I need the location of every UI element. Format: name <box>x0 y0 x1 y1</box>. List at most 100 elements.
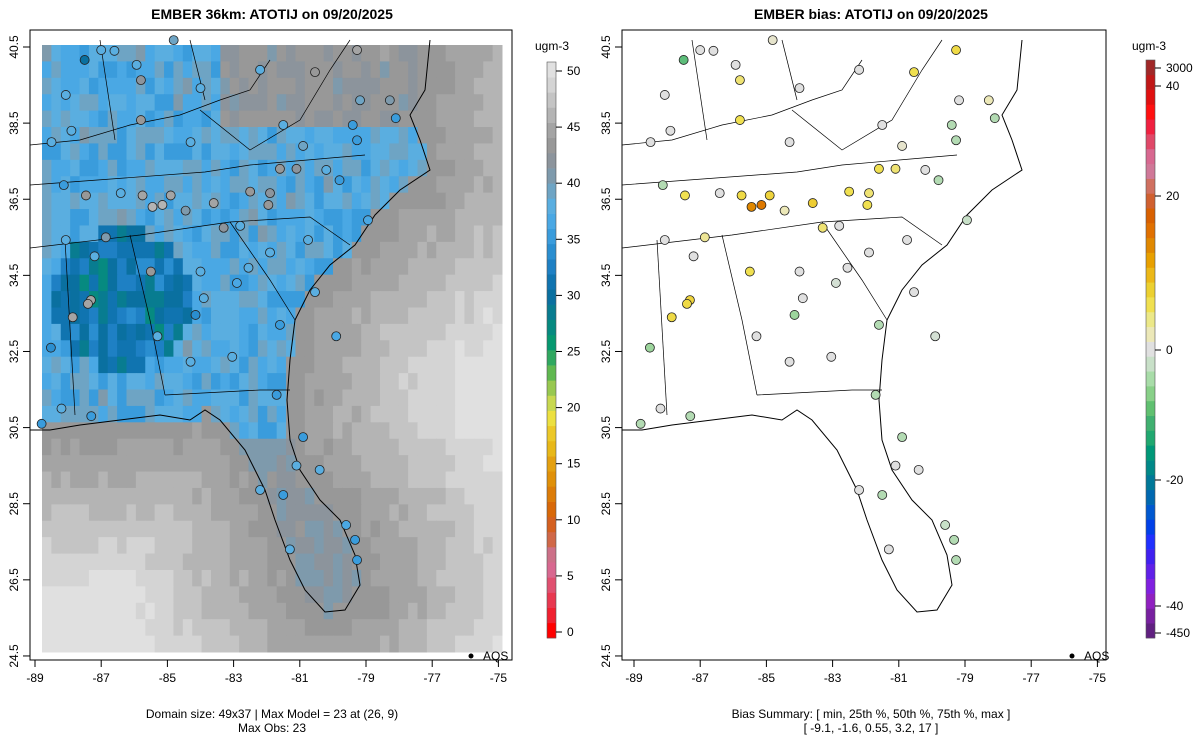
obs-station-marker[interactable] <box>255 64 265 75</box>
obs-station-marker[interactable] <box>86 411 97 422</box>
bias-station-marker[interactable] <box>682 299 692 309</box>
bias-station-marker[interactable] <box>831 278 841 288</box>
obs-station-marker[interactable] <box>275 163 285 174</box>
bias-station-marker[interactable] <box>844 186 855 197</box>
bias-station-marker[interactable] <box>764 190 775 201</box>
bias-station-marker[interactable] <box>826 351 837 362</box>
obs-station-marker[interactable] <box>198 293 209 304</box>
bias-station-marker[interactable] <box>951 555 961 565</box>
obs-station-marker[interactable] <box>275 319 285 330</box>
bias-station-marker[interactable] <box>890 163 901 174</box>
obs-station-marker[interactable] <box>263 200 274 210</box>
bias-station-marker[interactable] <box>645 137 656 148</box>
obs-station-marker[interactable] <box>100 232 111 243</box>
bias-station-marker[interactable] <box>854 64 864 75</box>
obs-station-marker[interactable] <box>255 485 265 495</box>
bias-station-marker[interactable] <box>678 55 689 65</box>
bias-station-marker[interactable] <box>834 220 845 231</box>
obs-station-marker[interactable] <box>363 215 373 226</box>
obs-station-marker[interactable] <box>180 205 191 216</box>
bias-station-marker[interactable] <box>940 520 951 530</box>
bias-station-marker[interactable] <box>946 120 957 130</box>
obs-station-marker[interactable] <box>168 35 179 46</box>
bias-station-marker[interactable] <box>954 95 964 106</box>
obs-station-marker[interactable] <box>67 312 78 323</box>
obs-station-marker[interactable] <box>310 67 320 78</box>
bias-station-marker[interactable] <box>657 180 668 191</box>
bias-station-marker[interactable] <box>685 411 696 422</box>
obs-station-marker[interactable] <box>235 220 246 231</box>
obs-station-marker[interactable] <box>298 432 309 443</box>
obs-station-marker[interactable] <box>96 45 107 55</box>
bias-station-marker[interactable] <box>699 232 710 243</box>
bias-station-marker[interactable] <box>666 312 677 323</box>
obs-station-marker[interactable] <box>341 520 352 530</box>
bias-station-marker[interactable] <box>874 163 884 174</box>
bias-station-marker[interactable] <box>890 460 901 471</box>
obs-station-marker[interactable] <box>355 95 365 106</box>
obs-station-marker[interactable] <box>36 418 47 429</box>
bias-station-marker[interactable] <box>659 90 670 100</box>
bias-station-marker[interactable] <box>794 83 805 94</box>
obs-station-marker[interactable] <box>352 135 362 146</box>
bias-station-marker[interactable] <box>877 120 888 130</box>
bias-station-marker[interactable] <box>807 198 818 208</box>
bias-station-marker[interactable] <box>659 235 670 245</box>
obs-station-marker[interactable] <box>331 331 342 342</box>
bias-station-marker[interactable] <box>680 190 690 201</box>
bias-station-marker[interactable] <box>874 319 884 330</box>
bias-station-marker[interactable] <box>744 266 755 277</box>
bias-station-marker[interactable] <box>951 135 961 146</box>
bias-station-marker[interactable] <box>897 141 908 151</box>
bias-station-marker[interactable] <box>665 125 676 136</box>
obs-station-marker[interactable] <box>350 534 360 545</box>
obs-station-marker[interactable] <box>208 198 219 208</box>
obs-station-marker[interactable] <box>243 262 254 273</box>
obs-station-marker[interactable] <box>89 251 100 262</box>
bias-station-marker[interactable] <box>708 45 719 56</box>
bias-station-marker[interactable] <box>854 485 864 495</box>
obs-station-marker[interactable] <box>352 555 362 565</box>
obs-station-marker[interactable] <box>145 266 156 277</box>
bias-station-marker[interactable] <box>746 201 757 212</box>
obs-station-marker[interactable] <box>303 235 313 245</box>
bias-station-marker[interactable] <box>767 35 778 46</box>
obs-station-marker[interactable] <box>157 200 168 210</box>
obs-station-marker[interactable] <box>384 95 395 106</box>
obs-station-marker[interactable] <box>314 464 325 475</box>
obs-station-marker[interactable] <box>136 75 146 86</box>
bias-station-marker[interactable] <box>688 251 699 262</box>
bias-station-marker[interactable] <box>949 534 959 545</box>
obs-station-marker[interactable] <box>347 120 358 130</box>
obs-station-marker[interactable] <box>195 266 206 277</box>
bias-station-marker[interactable] <box>864 247 874 258</box>
obs-station-marker[interactable] <box>195 83 206 94</box>
obs-station-marker[interactable] <box>321 165 332 175</box>
obs-station-marker[interactable] <box>352 45 362 55</box>
obs-station-marker[interactable] <box>232 278 242 288</box>
bias-station-marker[interactable] <box>789 310 800 320</box>
bias-station-marker[interactable] <box>714 188 725 199</box>
obs-station-marker[interactable] <box>227 351 238 362</box>
obs-station-marker[interactable] <box>245 186 256 197</box>
obs-station-marker[interactable] <box>147 201 158 212</box>
obs-station-marker[interactable] <box>265 247 275 258</box>
obs-station-marker[interactable] <box>298 141 309 151</box>
bias-station-marker[interactable] <box>730 59 741 70</box>
obs-station-marker[interactable] <box>265 188 275 199</box>
obs-station-marker[interactable] <box>66 125 77 136</box>
obs-station-marker[interactable] <box>56 403 67 414</box>
obs-station-marker[interactable] <box>291 163 302 174</box>
bias-station-marker[interactable] <box>909 287 919 298</box>
bias-station-marker[interactable] <box>756 200 767 210</box>
obs-station-marker[interactable] <box>115 188 126 199</box>
bias-station-marker[interactable] <box>735 75 745 86</box>
obs-station-marker[interactable] <box>334 175 345 186</box>
obs-station-marker[interactable] <box>79 55 90 65</box>
obs-station-marker[interactable] <box>152 331 163 342</box>
bias-station-marker[interactable] <box>635 418 646 429</box>
bias-station-marker[interactable] <box>695 45 706 55</box>
obs-station-marker[interactable] <box>185 137 196 148</box>
obs-station-marker[interactable] <box>83 299 93 309</box>
bias-station-marker[interactable] <box>779 205 790 216</box>
